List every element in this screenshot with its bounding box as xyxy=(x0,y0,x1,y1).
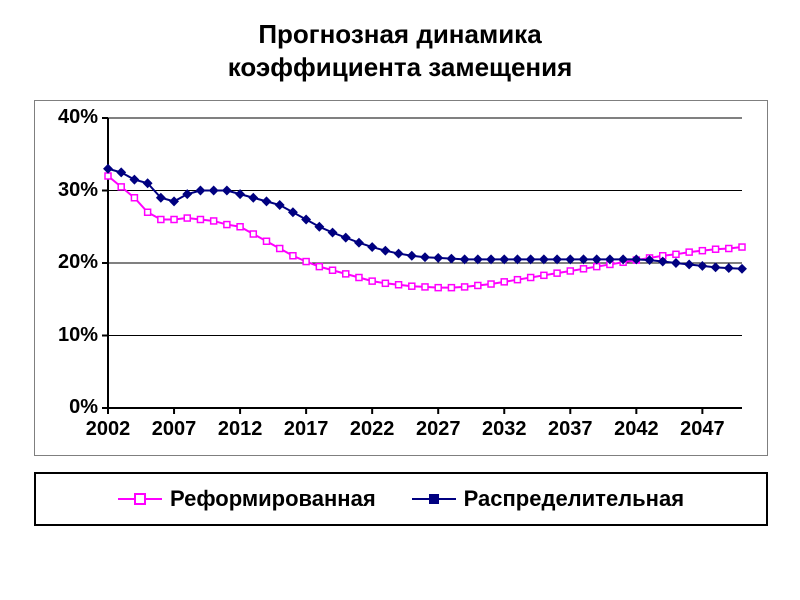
y-tick-label: 10% xyxy=(58,324,98,347)
y-tick-label: 20% xyxy=(58,251,98,274)
legend: Реформированная Распределительная xyxy=(34,472,768,526)
legend-item: Реформированная xyxy=(118,486,376,512)
x-tick-label: 2007 xyxy=(144,418,204,441)
chart-title: Прогнозная динамика коэффициента замещен… xyxy=(0,18,800,83)
x-tick-label: 2032 xyxy=(474,418,534,441)
x-tick-label: 2012 xyxy=(210,418,270,441)
plot-area xyxy=(108,118,742,408)
x-tick-label: 2027 xyxy=(408,418,468,441)
x-tick-label: 2017 xyxy=(276,418,336,441)
legend-label: Распределительная xyxy=(464,486,684,512)
y-tick-label: 30% xyxy=(58,179,98,202)
x-tick-label: 2037 xyxy=(540,418,600,441)
chart-svg xyxy=(108,118,742,408)
legend-label: Реформированная xyxy=(170,486,376,512)
x-tick-label: 2042 xyxy=(606,418,666,441)
legend-item: Распределительная xyxy=(412,486,684,512)
page: Прогнозная динамика коэффициента замещен… xyxy=(0,0,800,600)
legend-swatch xyxy=(412,490,456,508)
x-tick-label: 2022 xyxy=(342,418,402,441)
x-tick-label: 2047 xyxy=(672,418,732,441)
legend-swatch xyxy=(118,490,162,508)
x-tick-label: 2002 xyxy=(78,418,138,441)
y-tick-label: 40% xyxy=(58,106,98,129)
chart-title-line1: Прогнозная динамика xyxy=(0,18,800,51)
chart-title-line2: коэффициента замещения xyxy=(0,51,800,84)
y-tick-label: 0% xyxy=(69,396,98,419)
